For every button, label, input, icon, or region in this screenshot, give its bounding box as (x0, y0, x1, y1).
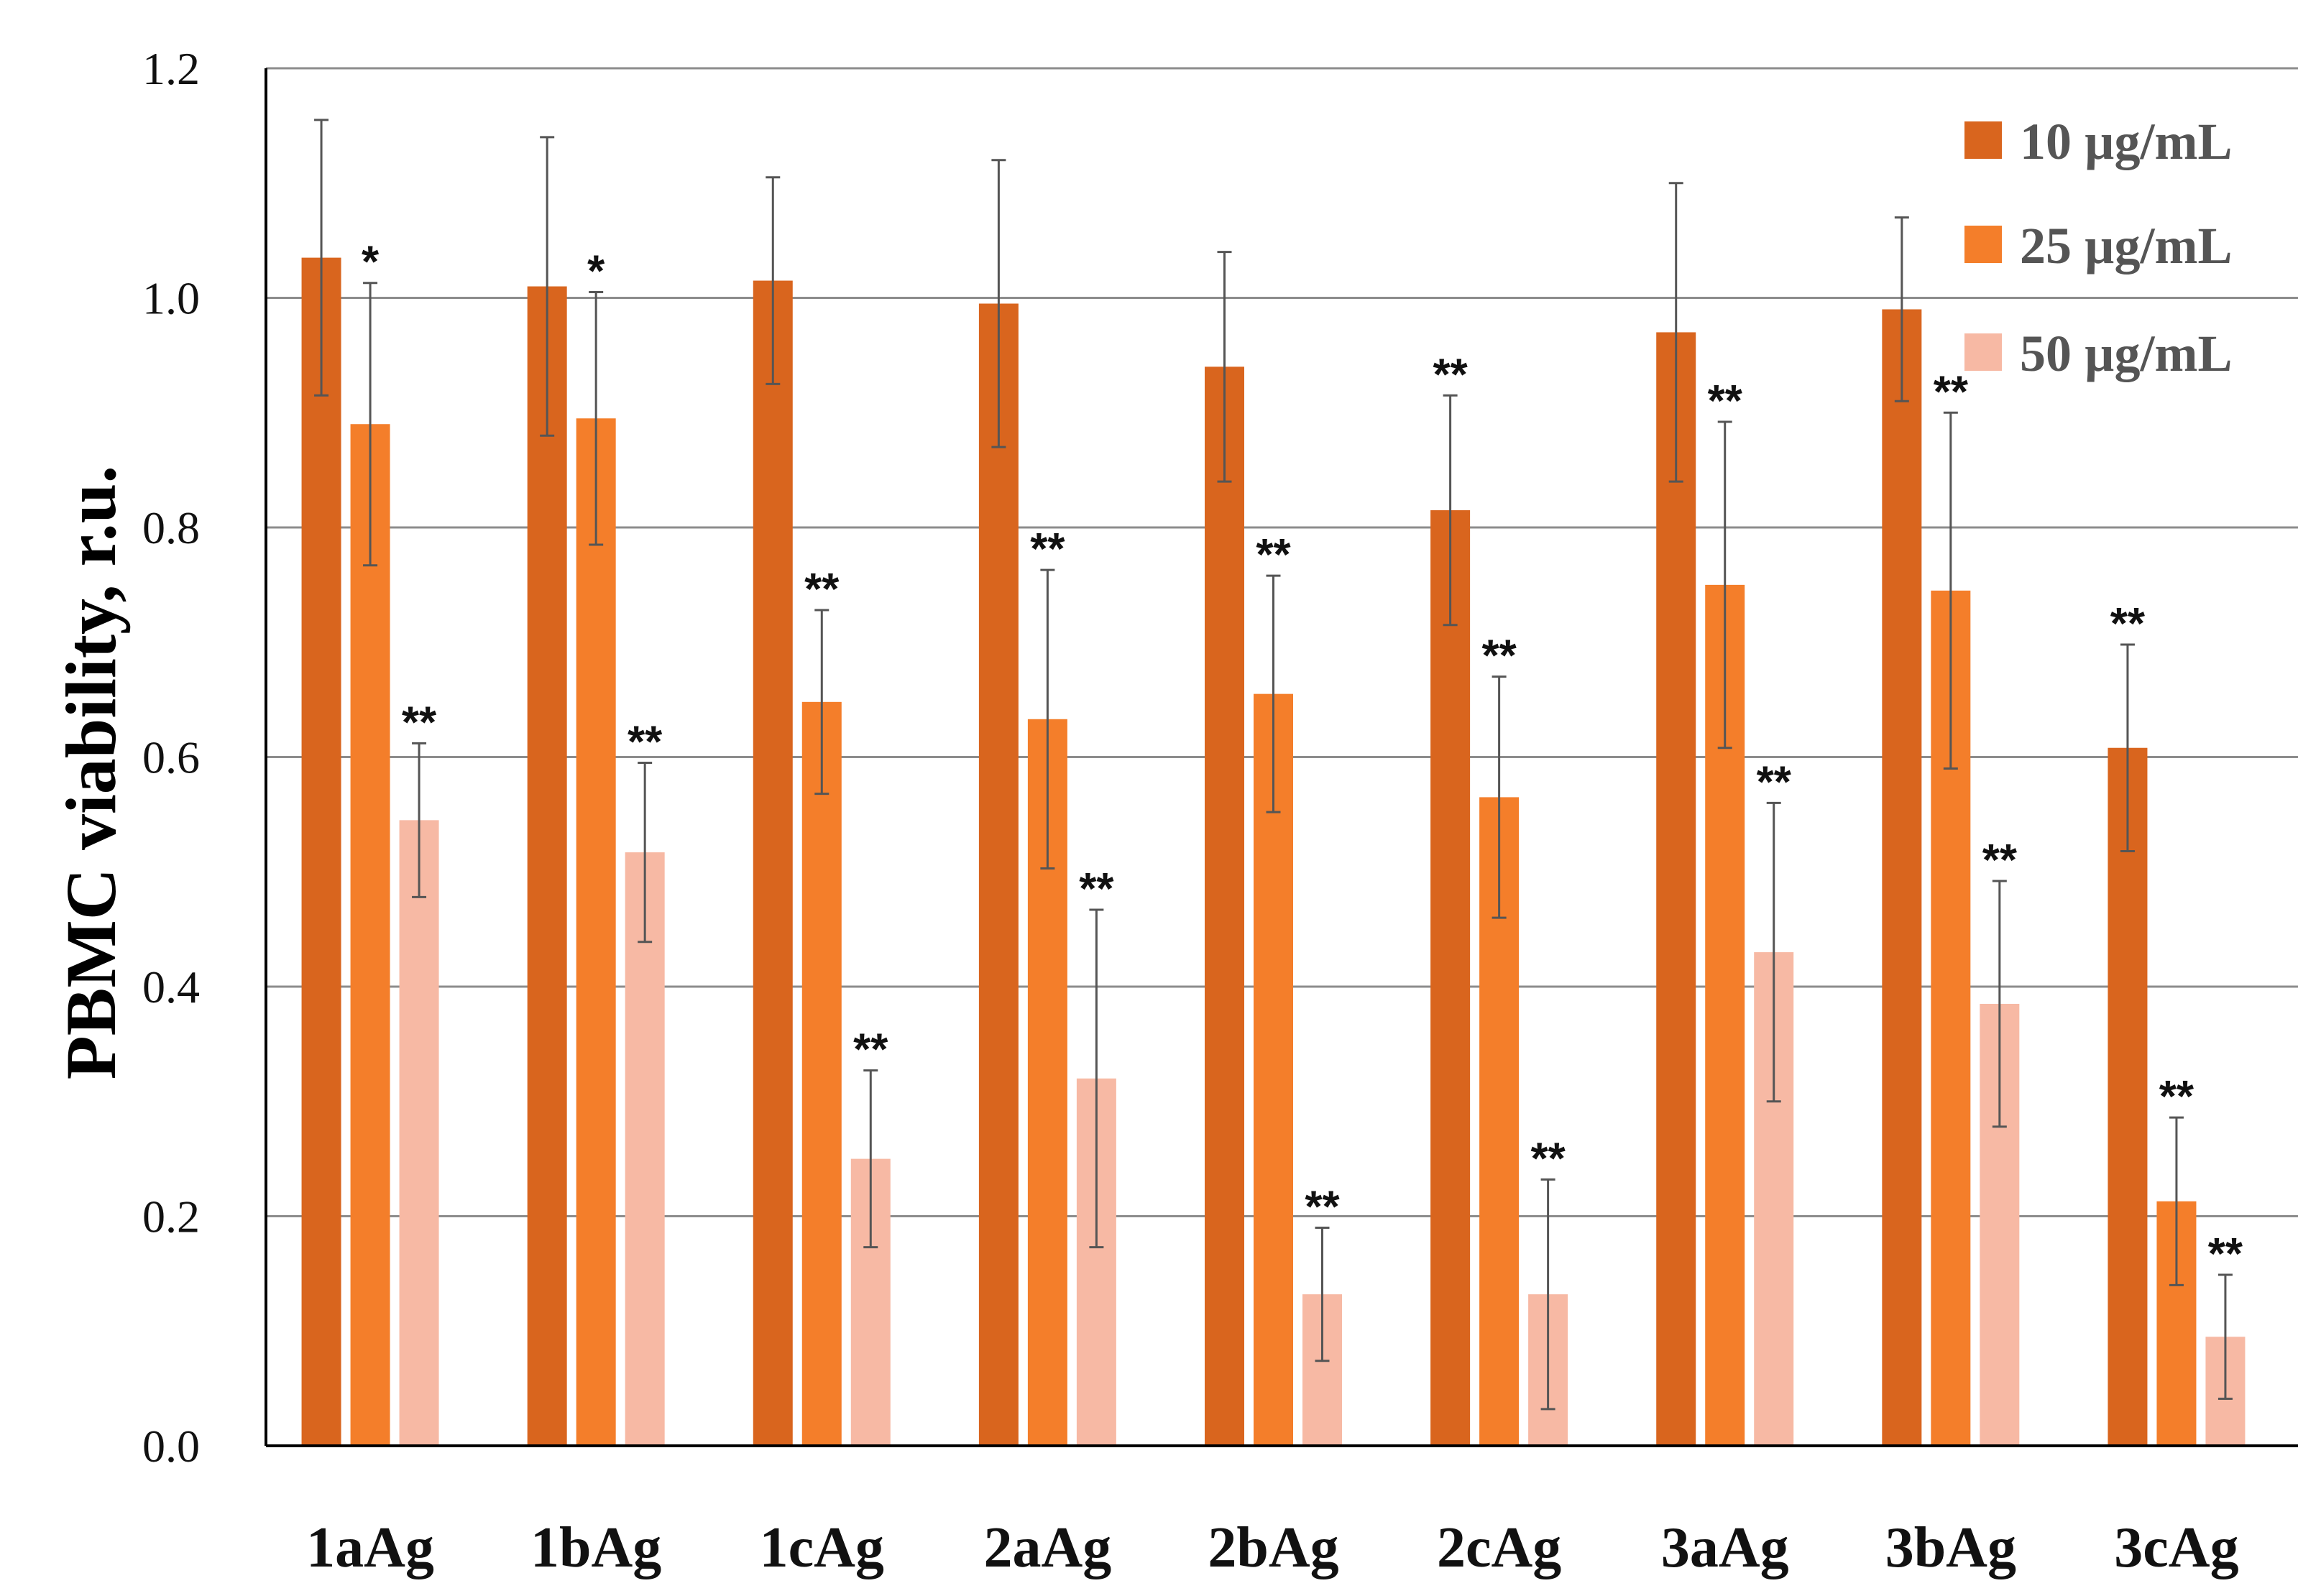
bar-1cAg-series-1 (753, 280, 793, 1447)
x-tick-label: 3cAg (2114, 1516, 2238, 1579)
significance-label: ** (402, 698, 437, 747)
significance-label: ** (2110, 599, 2146, 649)
bar-1cAg-series-2 (801, 701, 842, 1446)
bar-3bAg-series-1 (1882, 309, 1922, 1447)
y-tick-label: 0.0 (142, 1421, 200, 1472)
x-tick-label: 1cAg (760, 1516, 884, 1579)
bar-1aAg-series-2 (350, 424, 390, 1446)
significance-label: ** (628, 717, 663, 767)
bars (301, 257, 2246, 1447)
significance-label: ** (1708, 377, 1743, 426)
legend-swatch-1 (1964, 121, 2002, 159)
x-tick-label: 2bAg (1208, 1516, 1338, 1579)
y-tick-label: 0.6 (142, 732, 200, 783)
significance-label: ** (1934, 367, 1969, 417)
legend-swatch-3 (1964, 333, 2002, 371)
significance-label: ** (853, 1025, 888, 1075)
error-bars (314, 119, 2233, 1411)
bar-2aAg-series-1 (978, 303, 1019, 1446)
legend-label-1: 10 µg/mL (2020, 113, 2233, 170)
bar-1aAg-series-1 (301, 257, 341, 1446)
significance-label: ** (2159, 1072, 2194, 1122)
significance-label: ** (1982, 836, 2018, 885)
y-tick-label: 0.8 (142, 502, 200, 553)
significance-label: ** (804, 565, 840, 614)
significance-label: * (362, 238, 380, 287)
x-tick-label: 3aAg (1661, 1516, 1789, 1579)
bar-1bAg-series-3 (625, 852, 665, 1446)
x-tick-label: 2cAg (1437, 1516, 1561, 1579)
y-tick-label: 0.4 (142, 961, 200, 1013)
y-tick-labels: 0.0 0.2 0.4 0.6 0.8 1.0 1.2 (142, 43, 200, 1472)
legend-label-2: 25 µg/mL (2020, 217, 2233, 275)
significance-markers: ************************************** (362, 238, 2243, 1279)
x-tick-label: 1aAg (306, 1516, 434, 1579)
y-axis-title: PBMC viability, r.u. (51, 466, 131, 1080)
significance-label: ** (1079, 864, 1114, 914)
y-tick-label: 0.2 (142, 1191, 200, 1242)
bar-2bAg-series-1 (1205, 366, 1244, 1447)
significance-label: ** (1481, 632, 1517, 681)
significance-label: ** (1757, 757, 1792, 807)
significance-label: ** (1305, 1182, 1340, 1232)
bar-1bAg-series-1 (527, 286, 567, 1446)
x-tick-label: 2aAg (983, 1516, 1111, 1579)
x-tick-label: 3bAg (1885, 1516, 2016, 1579)
x-tick-label: 1bAg (530, 1516, 661, 1579)
bar-1bAg-series-2 (576, 418, 616, 1446)
significance-label: * (587, 247, 605, 297)
y-tick-label: 1.2 (142, 43, 200, 94)
legend-label-3: 50 µg/mL (2020, 325, 2233, 382)
legend-swatch-2 (1964, 226, 2002, 263)
y-tick-label: 1.0 (142, 273, 200, 324)
legend: 10 µg/mL 25 µg/mL 50 µg/mL (1964, 113, 2233, 382)
significance-label: ** (1030, 525, 1065, 574)
significance-label: ** (1530, 1134, 1566, 1184)
significance-label: ** (2208, 1230, 2243, 1279)
significance-label: ** (1433, 350, 1468, 400)
bar-2bAg-series-2 (1254, 693, 1293, 1447)
significance-label: ** (1256, 530, 1291, 580)
bar-3aAg-series-1 (1656, 332, 1696, 1446)
bar-3cAg-series-1 (2108, 747, 2148, 1446)
x-tick-labels: 1aAg 1bAg 1cAg 2aAg 2bAg 2cAg 3aAg 3bAg 3cAg (306, 1516, 2238, 1579)
bar-2cAg-series-1 (1430, 510, 1471, 1446)
bar-1aAg-series-3 (399, 820, 439, 1446)
axes (265, 68, 2298, 1447)
